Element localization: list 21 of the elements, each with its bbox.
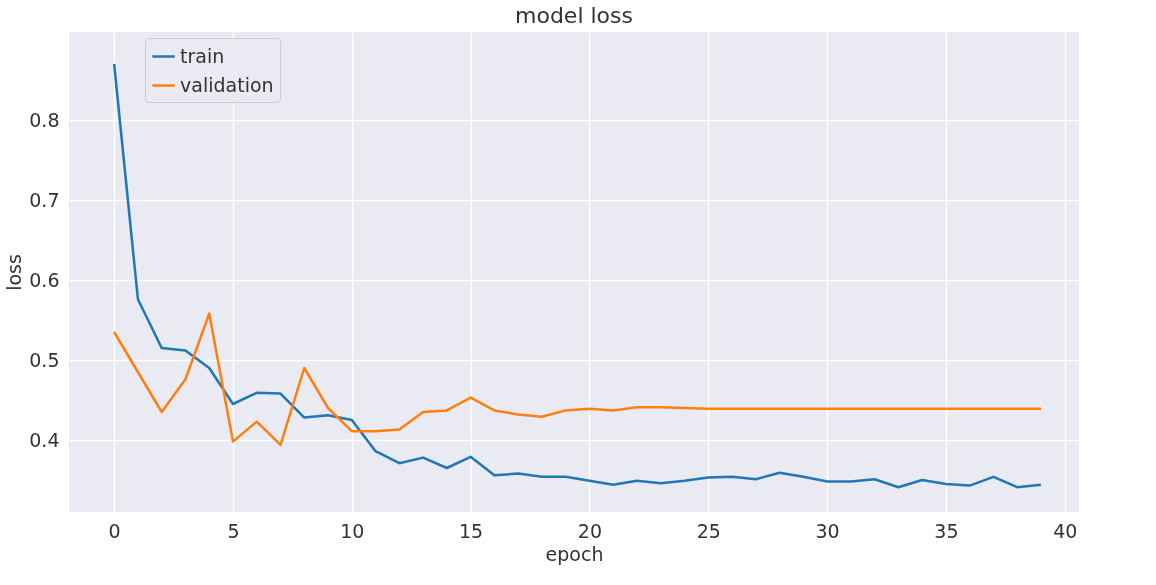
chart-title: model loss <box>515 3 633 28</box>
y-tick-label: 0.8 <box>29 108 60 131</box>
legend-label: train <box>180 44 225 67</box>
x-tick-label: 15 <box>459 519 484 542</box>
line-series <box>112 62 1043 489</box>
x-tick-label: 0 <box>108 519 121 542</box>
y-tick-label: 0.4 <box>29 428 60 451</box>
legend-label: validation <box>180 73 274 96</box>
y-axis-title: loss <box>3 254 26 291</box>
x-tick-label: 30 <box>815 519 840 542</box>
x-tick-label: 5 <box>227 519 240 542</box>
x-tick-label: 10 <box>340 519 365 542</box>
line-series <box>112 312 1043 447</box>
x-tick-label: 25 <box>696 519 721 542</box>
y-tick-label: 0.7 <box>29 188 60 211</box>
y-tick-label: 0.5 <box>29 348 60 371</box>
x-tick-label: 40 <box>1053 519 1078 542</box>
y-tick-label: 0.6 <box>29 268 60 291</box>
x-tick-label: 20 <box>577 519 603 542</box>
x-tick-label: 35 <box>934 519 959 542</box>
x-axis-title: epoch <box>545 542 604 565</box>
